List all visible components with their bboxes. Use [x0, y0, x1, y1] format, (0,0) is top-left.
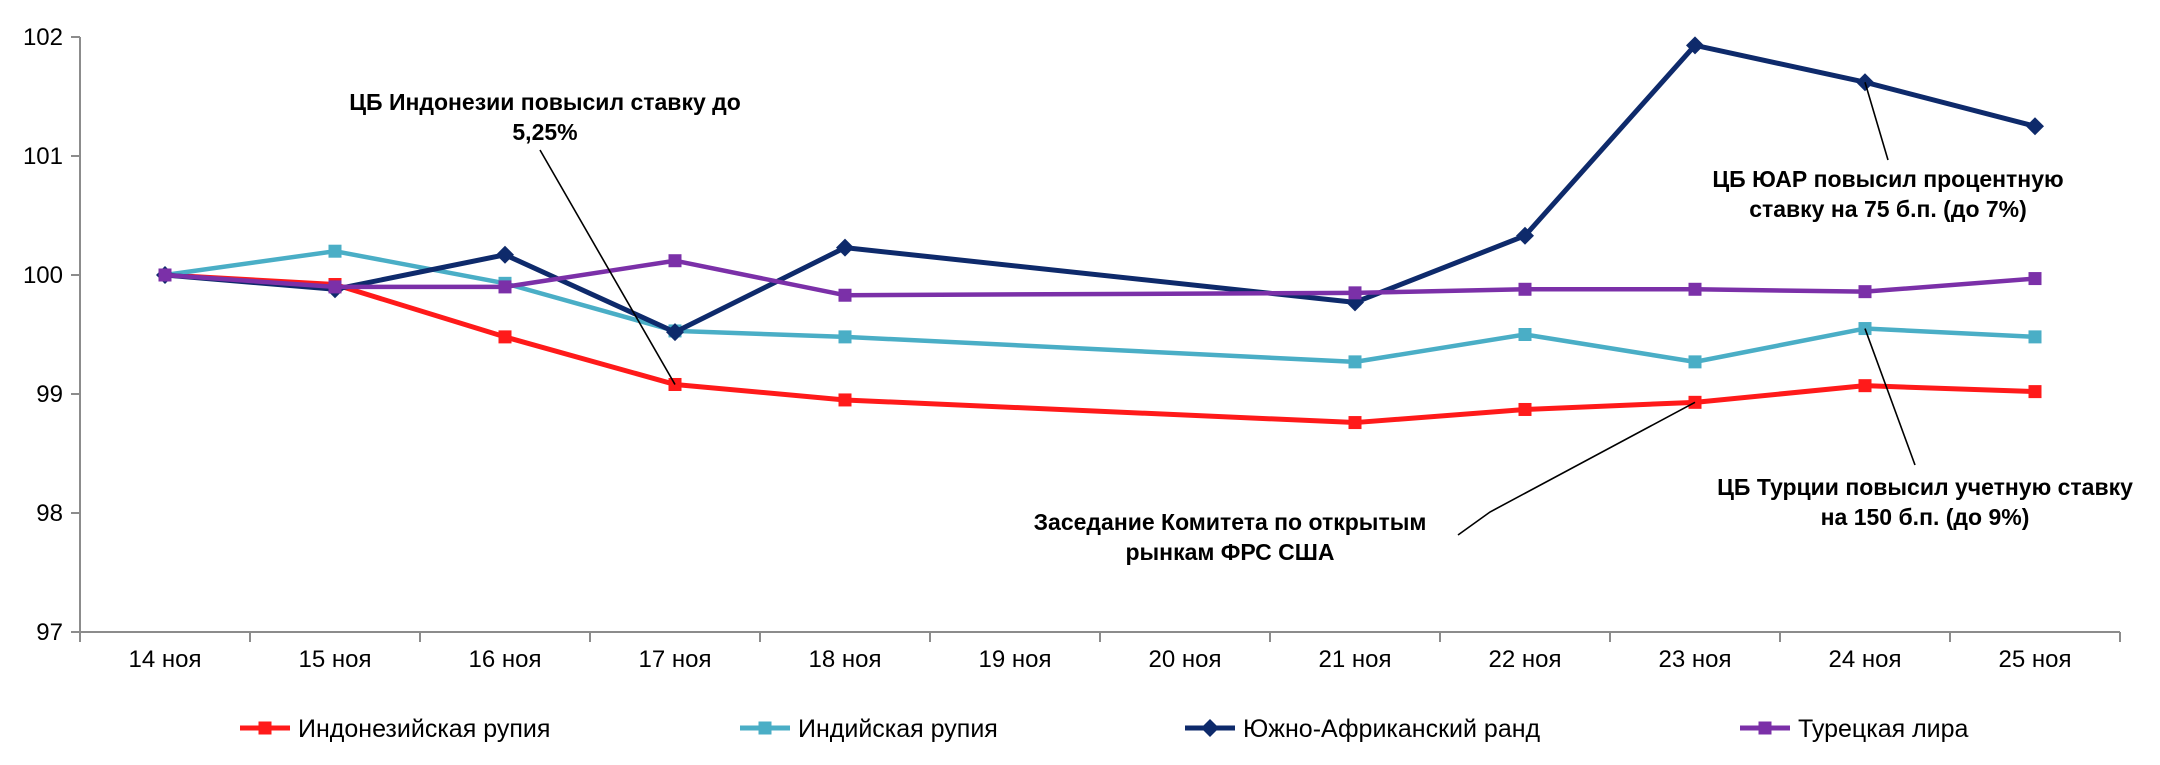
data-point [838, 330, 852, 344]
y-tick-label: 99 [36, 381, 63, 408]
x-tick-label: 17 ноя [639, 646, 712, 673]
x-tick-label: 21 ноя [1319, 646, 1392, 673]
y-tick-label: 100 [23, 262, 63, 289]
annotation-text: ставку на 75 б.п. (до 7%) [1749, 196, 2027, 222]
series-line [164, 258, 2036, 298]
data-point [498, 280, 512, 294]
annotation-text: Заседание Комитета по открытым [1034, 509, 1427, 535]
annotation-leader [1864, 328, 1916, 466]
annotation-text: на 150 б.п. (до 9%) [1821, 504, 2030, 530]
y-tick-label: 102 [23, 24, 63, 51]
annotation-text: ЦБ Турции повысил учетную ставку [1717, 474, 2133, 500]
annotation-text: ЦБ Индонезии повысил ставку до [349, 89, 741, 115]
annotation-leader [1457, 401, 1696, 536]
legend-label: Индонезийская рупия [298, 715, 550, 743]
x-tick-label: 19 ноя [979, 646, 1052, 673]
data-point [1518, 328, 1532, 341]
series-line [164, 248, 2036, 365]
y-tick-label: 101 [23, 143, 63, 170]
data-point [328, 244, 342, 258]
series-line [164, 272, 2036, 426]
annotation-2: ЦБ Турции повысил учетную ставку на 150 б… [1717, 328, 2133, 530]
legend-marker [1758, 721, 1772, 735]
data-point [2028, 272, 2042, 286]
data-point [838, 288, 852, 302]
series-line [164, 42, 2036, 335]
data-point [496, 245, 514, 264]
data-point [1858, 379, 1872, 393]
data-point [2026, 117, 2044, 136]
x-tick-label: 18 ноя [809, 646, 882, 673]
annotation-leader [539, 149, 676, 385]
annotation-leader [1864, 81, 1889, 161]
data-point [2028, 330, 2042, 344]
annotation-1: ЦБ ЮАР повысил процентную ставку на 75 б.… [1712, 81, 2064, 222]
data-point [1518, 402, 1532, 416]
data-point [2028, 385, 2042, 399]
series-1 [158, 244, 2042, 369]
annotation-text: ЦБ ЮАР повысил процентную [1712, 166, 2063, 192]
annotation-0: ЦБ Индонезии повысил ставку до 5,25% [349, 89, 741, 385]
axes: 97 98 99 100 101 102 14 ноя 15 ноя 16 ноя 17 ноя 1… [23, 24, 2121, 673]
data-point [1516, 226, 1534, 245]
legend: Индонезийская рупия Индийская рупия Южно-А… [240, 715, 1969, 743]
x-tick-label: 24 ноя [1829, 646, 1902, 673]
x-tick-label: 16 ноя [469, 646, 542, 673]
data-point [1688, 282, 1702, 296]
legend-marker [1201, 719, 1219, 737]
data-point [1858, 285, 1872, 299]
legend-item-0: Индонезийская рупия [240, 715, 550, 743]
x-tick-label: 23 ноя [1659, 646, 1732, 673]
legend-marker [758, 721, 772, 735]
data-point [1518, 282, 1532, 296]
legend-label: Индийская рупия [798, 715, 998, 743]
x-tick-label: 22 ноя [1489, 646, 1562, 673]
x-tick-label: 14 ноя [129, 646, 202, 673]
data-point [328, 280, 342, 294]
legend-item-2: Южно-Африканский ранд [1185, 715, 1541, 743]
legend-label: Турецкая лира [1798, 715, 1969, 743]
annotation-text: 5,25% [512, 119, 577, 145]
annotation-3: Заседание Комитета по открытым рынкам ФРС… [1034, 401, 1696, 565]
data-point [1348, 416, 1362, 430]
data-point [836, 238, 854, 257]
annotation-text: рынкам ФРС США [1125, 539, 1334, 565]
legend-item-1: Индийская рупия [740, 715, 998, 743]
data-point [1686, 36, 1704, 55]
data-point [666, 323, 684, 342]
series-layer [156, 36, 2044, 430]
y-tick-label: 98 [36, 500, 63, 527]
data-point [838, 393, 852, 407]
x-tick-label: 20 ноя [1149, 646, 1222, 673]
annotations: ЦБ Индонезии повысил ставку до 5,25% ЦБ ЮА… [349, 81, 2133, 565]
series-3 [158, 254, 2042, 302]
x-tick-label: 25 ноя [1999, 646, 2072, 673]
data-point [498, 330, 512, 344]
data-point [668, 254, 682, 268]
y-tick-label: 97 [36, 619, 63, 646]
data-point [1688, 355, 1702, 369]
legend-marker [258, 721, 272, 735]
data-point [158, 268, 172, 282]
legend-label: Южно-Африканский ранд [1243, 715, 1541, 743]
x-tick-label: 15 ноя [299, 646, 372, 673]
data-point [1348, 355, 1362, 369]
data-point [1348, 286, 1362, 300]
legend-item-3: Турецкая лира [1740, 715, 1969, 743]
